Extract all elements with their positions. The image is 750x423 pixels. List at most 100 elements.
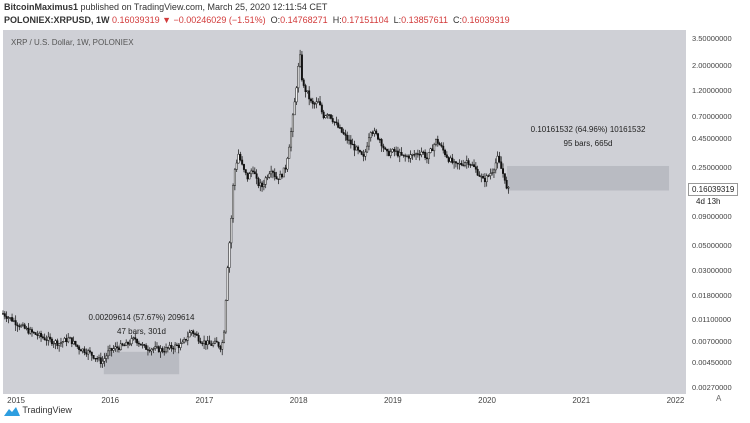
candle-body [117, 347, 120, 350]
candle-body [409, 154, 412, 159]
auto-scale-button[interactable]: A [716, 394, 722, 403]
candle-body [239, 153, 242, 161]
candle-body [81, 348, 84, 352]
price-tick-label: 0.00700000 [692, 336, 732, 346]
candle-body [186, 336, 189, 341]
candle-body [366, 145, 369, 153]
plot-area[interactable]: XRP / U.S. Dollar, 1W, POLONIEX [3, 30, 686, 394]
candle-body [101, 360, 104, 364]
candle-body [159, 348, 162, 353]
candle-body [438, 143, 441, 146]
candle-body [90, 351, 93, 356]
candle-body [291, 114, 294, 132]
candle-body [286, 158, 289, 170]
candle-body [445, 154, 448, 158]
candle-body [456, 162, 459, 165]
candle-body [221, 342, 224, 350]
candle-body [25, 327, 28, 330]
candle-body [11, 317, 14, 322]
candle-body [337, 122, 340, 128]
time-axis[interactable]: 2015 2016 2017 2018 2019 2020 2021 2022 [3, 394, 686, 408]
tradingview-logo[interactable]: TradingView [4, 405, 72, 416]
time-tick-label: 2016 [101, 396, 120, 405]
candle-body [302, 79, 305, 86]
author-name[interactable]: BitcoinMaximus1 [4, 2, 79, 12]
candle-body [40, 333, 43, 337]
candle-body [462, 164, 465, 166]
candle-body [424, 151, 427, 158]
candle-body [38, 333, 41, 336]
candle-body [212, 343, 215, 346]
candle-body [134, 337, 137, 340]
candle-body [364, 151, 367, 157]
candle-body [194, 333, 197, 335]
candle-body [353, 144, 356, 151]
candle-body [416, 153, 419, 155]
price-tick-label: 1.20000000 [692, 86, 732, 96]
candle-body [271, 170, 274, 173]
candle-body [148, 350, 151, 352]
candle-body [170, 345, 173, 349]
candle-body [447, 157, 450, 162]
candle-body [228, 242, 231, 268]
candle-body [199, 340, 202, 344]
candle-body [358, 149, 361, 152]
measure-label: 0.00209614 (57.67%) 209614 [89, 313, 195, 322]
candle-body [76, 344, 79, 347]
candle-body [224, 300, 227, 333]
candle-body [331, 118, 334, 122]
candle-body [226, 267, 229, 301]
candle-body [375, 130, 378, 134]
candle-body [496, 155, 499, 164]
candle-body [7, 317, 10, 319]
candle-body [398, 152, 401, 157]
candle-body [467, 160, 470, 165]
candle-body [378, 138, 381, 141]
candle-body [255, 173, 258, 179]
candle-body [407, 155, 410, 159]
candle-body [281, 174, 283, 178]
price-axis[interactable]: 0.16039319 4d 13h 3.50000000 2.00000000 1.… [686, 30, 750, 394]
candle-body [65, 338, 68, 343]
candle-body [69, 337, 72, 339]
candle-body [59, 342, 62, 344]
candle-body [56, 340, 59, 346]
tradingview-logo-text: TradingView [22, 405, 72, 415]
candle-body [454, 161, 457, 164]
candle-body [355, 146, 358, 151]
candle-body [114, 346, 117, 350]
candle-body [88, 350, 91, 353]
price-tick-label: 0.09000000 [692, 212, 732, 222]
candle-body [453, 161, 456, 163]
candle-body [386, 148, 389, 152]
candle-body [94, 358, 97, 360]
last-price-marker: 0.16039319 [688, 183, 739, 197]
candle-body [246, 172, 249, 180]
candle-body [248, 173, 251, 180]
candle-body [300, 54, 303, 81]
candle-body [444, 149, 447, 156]
candle-body [204, 340, 207, 345]
candle-body [16, 324, 19, 327]
candle-body [2, 313, 4, 315]
candle-body [427, 152, 430, 160]
publisher-line: BitcoinMaximus1 published on TradingView… [4, 2, 327, 12]
candle-body [208, 340, 211, 345]
candle-body [349, 139, 352, 145]
candle-body [175, 344, 178, 346]
candle-body [54, 340, 57, 344]
candle-body [460, 163, 463, 166]
symbol-label[interactable]: POLONIEX:XRPUSD, 1W [4, 15, 110, 25]
time-tick-label: 2020 [478, 396, 496, 405]
candle-body [41, 336, 44, 338]
candle-body [367, 137, 370, 147]
time-tick-label: 2021 [572, 396, 591, 405]
candle-body [371, 132, 374, 134]
candle-body [139, 343, 142, 346]
candle-body [304, 85, 307, 92]
candle-body [440, 144, 443, 147]
candle-body [112, 348, 115, 351]
candle-body [338, 127, 341, 129]
candle-body [373, 130, 376, 134]
